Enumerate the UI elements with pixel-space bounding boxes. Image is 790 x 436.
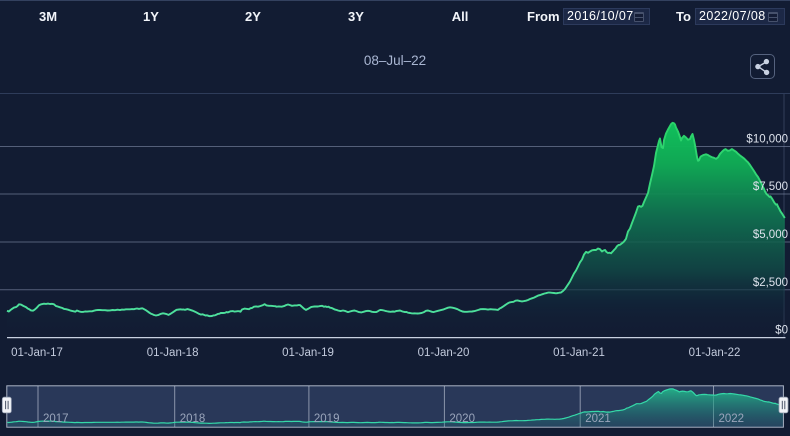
svg-text:01-Jan-20: 01-Jan-20 [418,347,470,359]
svg-text:01-Jan-18: 01-Jan-18 [147,347,199,359]
svg-text:01-Jan-19: 01-Jan-19 [282,347,334,359]
svg-text:01-Jan-17: 01-Jan-17 [11,347,63,359]
svg-text:2022: 2022 [719,413,745,425]
svg-text:2017: 2017 [43,413,69,425]
svg-text:01-Jan-22: 01-Jan-22 [689,347,741,359]
svg-text:$0: $0 [775,325,788,337]
svg-text:2019: 2019 [314,413,340,425]
svg-text:$10,000: $10,000 [746,134,788,146]
svg-text:$7,500: $7,500 [753,181,788,193]
svg-text:01-Jan-21: 01-Jan-21 [553,347,605,359]
svg-text:$5,000: $5,000 [753,229,788,241]
svg-text:2021: 2021 [585,413,611,425]
svg-text:2020: 2020 [449,413,475,425]
svg-text:2018: 2018 [180,413,206,425]
svg-text:$2,500: $2,500 [753,277,788,289]
